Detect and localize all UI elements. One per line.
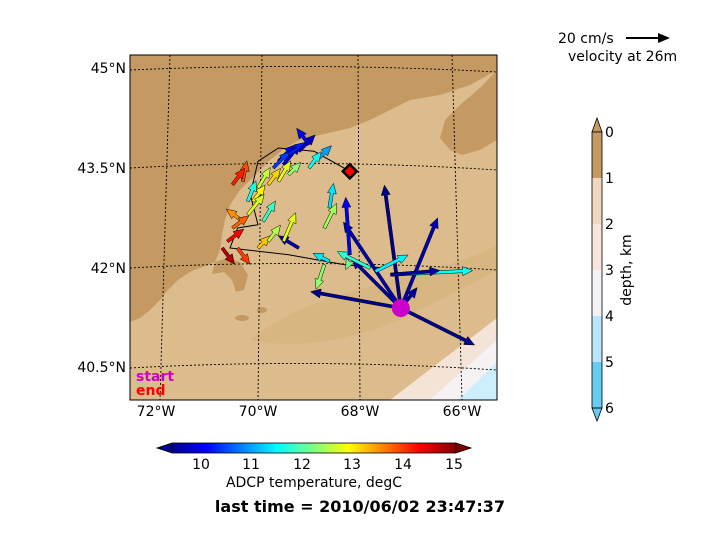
velocity-vector — [296, 127, 311, 146]
depth-colorbar-label: depth, km — [619, 234, 635, 305]
temp-tick-label: 12 — [293, 457, 311, 473]
velocity-vector — [390, 266, 441, 277]
velocity-vector — [261, 200, 276, 223]
temp-colorbar-label: ADCP temperature, degC — [226, 475, 402, 491]
velocity-vector — [266, 224, 281, 243]
deep-water-5km — [458, 362, 497, 400]
velocity-vector — [256, 235, 271, 250]
depth-tick-label: 0 — [605, 125, 614, 141]
temp-tick-label: 13 — [343, 457, 361, 473]
velocity-vector — [231, 215, 250, 230]
velocity-vector — [336, 251, 372, 270]
depth-tick-label: 5 — [605, 355, 614, 371]
velocity-vector — [314, 263, 327, 290]
temp-tick-label: 10 — [192, 457, 210, 473]
start-marker — [391, 299, 410, 318]
velocity-vector — [380, 184, 403, 309]
land-nova-scotia — [440, 70, 497, 155]
velocity-vector — [235, 246, 251, 265]
velocity-vector — [343, 221, 403, 310]
velocity-vector — [341, 196, 352, 256]
velocity-key-label: velocity at 26m — [568, 49, 677, 65]
velocity-vector — [374, 254, 409, 274]
lat-tick-label: 42°N — [91, 261, 126, 277]
map-panel — [130, 55, 497, 400]
velocity-vector — [226, 228, 245, 244]
velocity-vector — [399, 306, 476, 346]
velocity-vector — [281, 212, 297, 243]
temp-tick-label: 11 — [242, 457, 260, 473]
land-mainland — [130, 55, 497, 322]
lon-tick-label: 68°W — [341, 404, 380, 420]
end-legend-label: end — [136, 383, 165, 399]
velocity-vector — [287, 161, 302, 177]
velocity-vector — [312, 252, 331, 264]
depth-tick-label: 6 — [605, 401, 614, 417]
temperature-colorbar — [155, 442, 473, 454]
velocity-vector — [230, 167, 246, 186]
velocity-key-arrow — [626, 33, 670, 43]
chart-title: last time = 2010/06/02 23:47:37 — [215, 497, 505, 516]
graticule — [130, 55, 497, 400]
land-cape-cod — [212, 258, 248, 292]
depth-tick-label: 3 — [605, 263, 614, 279]
velocity-vector — [326, 182, 337, 209]
velocity-vector — [398, 217, 439, 310]
velocity-vector — [271, 151, 291, 170]
velocity-vector — [245, 180, 257, 203]
end-marker — [341, 162, 359, 181]
velocity-vector — [322, 202, 337, 230]
velocity-vector — [307, 151, 322, 170]
depth-colorbar — [591, 116, 603, 423]
velocity-vector — [246, 193, 265, 217]
lon-tick-label: 70°W — [239, 404, 278, 420]
lon-tick-label: 72°W — [137, 404, 176, 420]
lat-tick-label: 40.5°N — [77, 360, 126, 376]
depth-tick-label: 2 — [605, 217, 614, 233]
start-legend-label: start — [136, 369, 174, 385]
temp-tick-label: 14 — [394, 457, 412, 473]
velocity-vector — [345, 258, 355, 271]
lat-tick-label: 45°N — [91, 61, 126, 77]
velocity-vector — [251, 184, 266, 203]
land-island-1 — [235, 315, 249, 321]
map-frame — [129, 54, 498, 401]
velocity-vector — [266, 167, 281, 186]
velocity-vector — [220, 246, 235, 265]
lat-tick-label: 43.5°N — [77, 161, 126, 177]
depth-tick-label: 1 — [605, 171, 614, 187]
velocity-vector — [310, 288, 402, 310]
lon-tick-label: 66°W — [443, 404, 482, 420]
velocity-key-speed: 20 cm/s — [558, 31, 614, 47]
depth-tick-label: 4 — [605, 309, 614, 325]
temp-tick-label: 15 — [445, 457, 463, 473]
velocity-vector — [256, 166, 271, 190]
land-island-2 — [257, 307, 267, 313]
